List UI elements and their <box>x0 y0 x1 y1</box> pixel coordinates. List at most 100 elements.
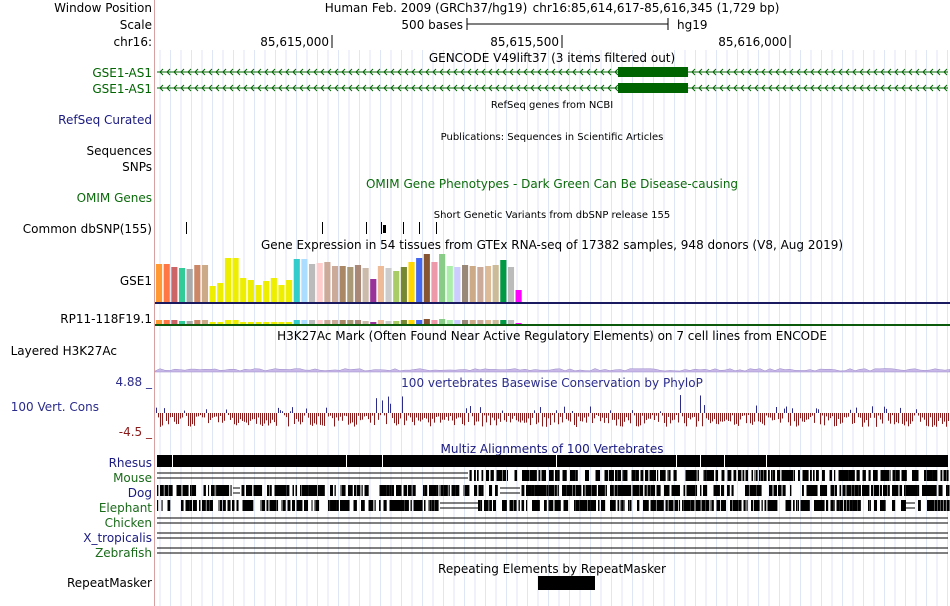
refseq-track-label[interactable]: RefSeq Curated <box>58 113 152 127</box>
phylop-track-label[interactable]: 100 Vert. Cons <box>11 400 99 414</box>
phylop-bar <box>242 413 243 421</box>
mouse-block <box>738 470 742 481</box>
dog-block <box>468 485 470 496</box>
phylop-bar <box>860 413 861 418</box>
species-label-dog[interactable]: Dog <box>128 486 152 500</box>
elephant-block <box>830 500 834 511</box>
phylop-bar <box>688 413 689 418</box>
phylop-bar <box>820 413 821 425</box>
phylop-bar <box>874 413 875 418</box>
species-label-mouse[interactable]: Mouse <box>113 471 152 485</box>
phylop-bar <box>240 413 241 420</box>
species-label-zebrafish[interactable]: Zebrafish <box>95 546 152 560</box>
gtex-bar <box>278 285 285 302</box>
mouse-block <box>619 470 621 481</box>
gencode-transcript-1[interactable] <box>157 67 948 77</box>
dog-block <box>170 485 173 496</box>
phylop-bar <box>862 413 863 427</box>
snp-mark[interactable] <box>419 222 420 234</box>
phylop-bar <box>854 413 855 424</box>
dog-block <box>408 485 411 496</box>
species-label-rhesus[interactable]: Rhesus <box>109 456 152 470</box>
phylop-bar <box>812 413 813 416</box>
repeat-element[interactable] <box>538 576 595 590</box>
phylop-bar <box>434 413 435 423</box>
dog-block <box>286 485 290 496</box>
dog-block <box>916 485 918 496</box>
snp-mark[interactable] <box>381 222 382 234</box>
elephant-block <box>931 500 935 511</box>
gencode-item-label[interactable]: GSE1-AS1 <box>92 66 152 80</box>
phylop-bar <box>384 413 385 416</box>
phylop-bar <box>626 413 627 418</box>
dog-block <box>391 485 395 496</box>
elephant-block <box>818 500 821 511</box>
elephant-block <box>857 500 861 511</box>
publications-label-line1[interactable]: Sequences <box>87 144 152 158</box>
phylop-signal[interactable] <box>156 395 949 427</box>
dog-block <box>283 485 287 496</box>
phylop-bar <box>704 405 705 413</box>
elephant-block <box>869 500 871 511</box>
gtex-bar <box>408 320 415 324</box>
gtex-rp11-bars[interactable] <box>156 319 522 324</box>
dbsnp-variants[interactable] <box>186 222 437 234</box>
phylop-bar <box>700 395 701 413</box>
gencode-transcript-2[interactable] <box>157 83 948 93</box>
phylop-bar <box>416 413 417 418</box>
phylop-bar <box>368 413 369 420</box>
mouse-block <box>586 470 589 481</box>
elephant-block <box>287 500 291 511</box>
snp-mark[interactable] <box>366 222 367 234</box>
gtex-bar <box>416 258 423 302</box>
dog-block <box>409 485 412 496</box>
gtex-gene2-label[interactable]: RP11-118F19.1 <box>60 312 152 326</box>
dog-block <box>653 485 655 496</box>
phylop-bar <box>800 413 801 419</box>
dog-block <box>745 485 748 496</box>
omim-track-label[interactable]: OMIM Genes <box>77 191 152 205</box>
gencode-item-label[interactable]: GSE1-AS1 <box>92 82 152 96</box>
dog-block <box>673 485 676 496</box>
species-label-chicken[interactable]: Chicken <box>105 516 152 530</box>
phylop-bar <box>218 413 219 423</box>
snp-mark[interactable] <box>436 222 437 234</box>
gtex-gse1-bars[interactable] <box>156 254 522 302</box>
dog-block <box>304 485 308 496</box>
dbsnp-track-label[interactable]: Common dbSNP(155) <box>23 222 152 236</box>
mouse-block <box>756 470 758 481</box>
gtex-bar <box>408 262 415 302</box>
dog-block <box>220 485 223 496</box>
species-label-x-tropicalis[interactable]: X_tropicalis <box>83 531 152 545</box>
elephant-block <box>584 500 588 511</box>
gtex-bar <box>255 285 262 302</box>
repeatmasker-track-label[interactable]: RepeatMasker <box>67 576 152 590</box>
phylop-bar <box>472 413 473 417</box>
dog-block <box>185 485 189 496</box>
phylop-bar <box>236 413 237 426</box>
elephant-block <box>190 500 193 511</box>
elephant-block <box>260 500 262 511</box>
phylop-bar <box>722 413 723 422</box>
snp-mark[interactable] <box>186 222 187 234</box>
h3k27ac-signal[interactable] <box>154 368 950 373</box>
elephant-block <box>199 500 201 511</box>
elephant-block <box>167 500 171 511</box>
snp-mark[interactable] <box>322 222 323 234</box>
dog-block <box>279 485 283 496</box>
phylop-bar <box>608 413 609 424</box>
multiz-alignments[interactable] <box>157 455 950 554</box>
phylop-bar <box>318 413 319 417</box>
snp-mark[interactable] <box>383 225 386 233</box>
h3k27ac-track-label[interactable]: Layered H3K27Ac <box>11 344 117 358</box>
species-label-elephant[interactable]: Elephant <box>99 501 152 515</box>
elephant-block <box>806 500 809 511</box>
gtex-gene1-label[interactable]: GSE1 <box>120 274 152 288</box>
dog-block <box>644 485 647 496</box>
publications-label-line2[interactable]: SNPs <box>122 160 152 174</box>
dog-block <box>664 485 666 496</box>
phylop-bar <box>324 413 325 426</box>
phylop-bar <box>440 413 441 423</box>
snp-mark[interactable] <box>403 222 404 234</box>
dog-block <box>731 485 734 496</box>
